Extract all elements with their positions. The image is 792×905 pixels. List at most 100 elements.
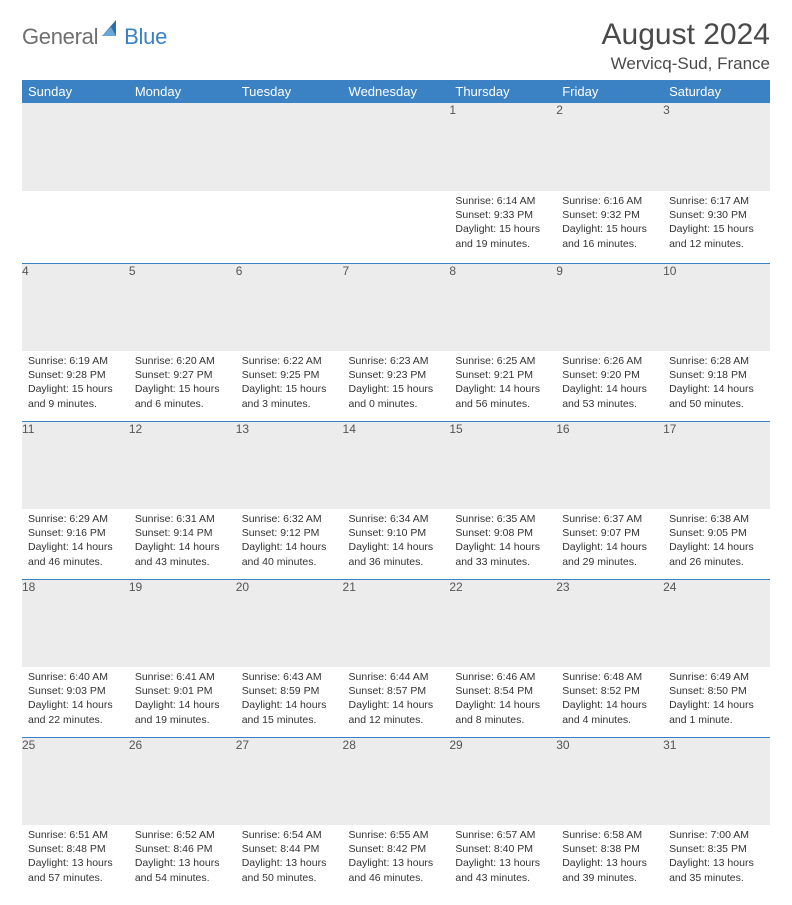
day-cell: Sunrise: 6:26 AMSunset: 9:20 PMDaylight:… xyxy=(556,351,663,421)
day-cell-content: Sunrise: 6:57 AMSunset: 8:40 PMDaylight:… xyxy=(449,825,556,889)
logo-sail-icon xyxy=(102,20,122,43)
calendar-table: SundayMondayTuesdayWednesdayThursdayFrid… xyxy=(22,80,770,895)
sunrise-text: Sunrise: 6:26 AM xyxy=(562,354,657,368)
day-number-cell: 25 xyxy=(22,737,129,825)
sunrise-text: Sunrise: 6:29 AM xyxy=(28,512,123,526)
daylight-text: Daylight: 14 hours and 19 minutes. xyxy=(135,698,230,726)
topbar: General Blue August 2024 Wervicq-Sud, Fr… xyxy=(22,18,770,74)
day-cell: Sunrise: 6:23 AMSunset: 9:23 PMDaylight:… xyxy=(343,351,450,421)
day-cell-content: Sunrise: 6:34 AMSunset: 9:10 PMDaylight:… xyxy=(343,509,450,573)
day-number-cell xyxy=(343,103,450,191)
sunset-text: Sunset: 9:18 PM xyxy=(669,368,764,382)
day-cell-content: Sunrise: 6:40 AMSunset: 9:03 PMDaylight:… xyxy=(22,667,129,731)
day-cell xyxy=(236,191,343,263)
sunset-text: Sunset: 9:12 PM xyxy=(242,526,337,540)
sunset-text: Sunset: 9:03 PM xyxy=(28,684,123,698)
sunrise-text: Sunrise: 7:00 AM xyxy=(669,828,764,842)
sunset-text: Sunset: 8:52 PM xyxy=(562,684,657,698)
day-cell-content: Sunrise: 6:46 AMSunset: 8:54 PMDaylight:… xyxy=(449,667,556,731)
day-cell: Sunrise: 7:00 AMSunset: 8:35 PMDaylight:… xyxy=(663,825,770,895)
day-cell: Sunrise: 6:58 AMSunset: 8:38 PMDaylight:… xyxy=(556,825,663,895)
day-number-cell: 12 xyxy=(129,421,236,509)
day-cell-content: Sunrise: 6:19 AMSunset: 9:28 PMDaylight:… xyxy=(22,351,129,415)
sunrise-text: Sunrise: 6:17 AM xyxy=(669,194,764,208)
sunrise-text: Sunrise: 6:32 AM xyxy=(242,512,337,526)
daylight-text: Daylight: 14 hours and 36 minutes. xyxy=(349,540,444,568)
day-number-cell: 30 xyxy=(556,737,663,825)
day-number-cell xyxy=(129,103,236,191)
weekday-header: Tuesday xyxy=(236,80,343,103)
sunset-text: Sunset: 9:20 PM xyxy=(562,368,657,382)
day-number-cell: 10 xyxy=(663,263,770,351)
day-number-cell xyxy=(22,103,129,191)
day-cell: Sunrise: 6:17 AMSunset: 9:30 PMDaylight:… xyxy=(663,191,770,263)
weekday-header: Wednesday xyxy=(343,80,450,103)
sunset-text: Sunset: 9:30 PM xyxy=(669,208,764,222)
day-cell-content: Sunrise: 6:38 AMSunset: 9:05 PMDaylight:… xyxy=(663,509,770,573)
daylight-text: Daylight: 15 hours and 16 minutes. xyxy=(562,222,657,250)
sunrise-text: Sunrise: 6:31 AM xyxy=(135,512,230,526)
day-cell-content: Sunrise: 6:28 AMSunset: 9:18 PMDaylight:… xyxy=(663,351,770,415)
day-cell: Sunrise: 6:54 AMSunset: 8:44 PMDaylight:… xyxy=(236,825,343,895)
sunset-text: Sunset: 8:54 PM xyxy=(455,684,550,698)
day-number-cell: 19 xyxy=(129,579,236,667)
sunrise-text: Sunrise: 6:19 AM xyxy=(28,354,123,368)
sunset-text: Sunset: 8:40 PM xyxy=(455,842,550,856)
daylight-text: Daylight: 15 hours and 0 minutes. xyxy=(349,382,444,410)
sunset-text: Sunset: 9:01 PM xyxy=(135,684,230,698)
day-number-cell: 14 xyxy=(343,421,450,509)
day-cell-content: Sunrise: 6:23 AMSunset: 9:23 PMDaylight:… xyxy=(343,351,450,415)
calendar-header-row: SundayMondayTuesdayWednesdayThursdayFrid… xyxy=(22,80,770,103)
sunrise-text: Sunrise: 6:57 AM xyxy=(455,828,550,842)
daylight-text: Daylight: 13 hours and 50 minutes. xyxy=(242,856,337,884)
day-cell-content: Sunrise: 6:37 AMSunset: 9:07 PMDaylight:… xyxy=(556,509,663,573)
day-number-cell: 22 xyxy=(449,579,556,667)
day-cell: Sunrise: 6:16 AMSunset: 9:32 PMDaylight:… xyxy=(556,191,663,263)
day-cell: Sunrise: 6:29 AMSunset: 9:16 PMDaylight:… xyxy=(22,509,129,579)
day-number-cell: 26 xyxy=(129,737,236,825)
day-cell: Sunrise: 6:40 AMSunset: 9:03 PMDaylight:… xyxy=(22,667,129,737)
day-cell-content: Sunrise: 6:25 AMSunset: 9:21 PMDaylight:… xyxy=(449,351,556,415)
day-number-cell: 15 xyxy=(449,421,556,509)
daylight-text: Daylight: 14 hours and 15 minutes. xyxy=(242,698,337,726)
sunrise-text: Sunrise: 6:35 AM xyxy=(455,512,550,526)
daylight-text: Daylight: 14 hours and 29 minutes. xyxy=(562,540,657,568)
weekday-header: Monday xyxy=(129,80,236,103)
day-number-cell: 8 xyxy=(449,263,556,351)
day-cell: Sunrise: 6:25 AMSunset: 9:21 PMDaylight:… xyxy=(449,351,556,421)
daylight-text: Daylight: 14 hours and 33 minutes. xyxy=(455,540,550,568)
day-cell: Sunrise: 6:32 AMSunset: 9:12 PMDaylight:… xyxy=(236,509,343,579)
day-cell-content: Sunrise: 6:31 AMSunset: 9:14 PMDaylight:… xyxy=(129,509,236,573)
day-cell-content: Sunrise: 6:49 AMSunset: 8:50 PMDaylight:… xyxy=(663,667,770,731)
weekday-header: Sunday xyxy=(22,80,129,103)
sunrise-text: Sunrise: 6:58 AM xyxy=(562,828,657,842)
sunrise-text: Sunrise: 6:41 AM xyxy=(135,670,230,684)
month-title: August 2024 xyxy=(602,18,770,52)
sunrise-text: Sunrise: 6:38 AM xyxy=(669,512,764,526)
sunset-text: Sunset: 9:05 PM xyxy=(669,526,764,540)
sunset-text: Sunset: 9:27 PM xyxy=(135,368,230,382)
sunrise-text: Sunrise: 6:44 AM xyxy=(349,670,444,684)
day-cell: Sunrise: 6:14 AMSunset: 9:33 PMDaylight:… xyxy=(449,191,556,263)
sunrise-text: Sunrise: 6:23 AM xyxy=(349,354,444,368)
day-number-cell: 11 xyxy=(22,421,129,509)
daylight-text: Daylight: 14 hours and 53 minutes. xyxy=(562,382,657,410)
weekday-header: Saturday xyxy=(663,80,770,103)
day-number-cell: 29 xyxy=(449,737,556,825)
sunset-text: Sunset: 9:08 PM xyxy=(455,526,550,540)
daylight-text: Daylight: 13 hours and 54 minutes. xyxy=(135,856,230,884)
daylight-text: Daylight: 15 hours and 19 minutes. xyxy=(455,222,550,250)
daylight-text: Daylight: 14 hours and 12 minutes. xyxy=(349,698,444,726)
day-number-cell: 3 xyxy=(663,103,770,191)
daylight-text: Daylight: 15 hours and 9 minutes. xyxy=(28,382,123,410)
day-cell-content: Sunrise: 6:29 AMSunset: 9:16 PMDaylight:… xyxy=(22,509,129,573)
sunrise-text: Sunrise: 6:49 AM xyxy=(669,670,764,684)
sunset-text: Sunset: 9:21 PM xyxy=(455,368,550,382)
daylight-text: Daylight: 14 hours and 46 minutes. xyxy=(28,540,123,568)
day-cell-content: Sunrise: 6:55 AMSunset: 8:42 PMDaylight:… xyxy=(343,825,450,889)
sunrise-text: Sunrise: 6:28 AM xyxy=(669,354,764,368)
day-cell xyxy=(343,191,450,263)
day-cell-content: Sunrise: 6:48 AMSunset: 8:52 PMDaylight:… xyxy=(556,667,663,731)
daylight-text: Daylight: 14 hours and 4 minutes. xyxy=(562,698,657,726)
day-cell: Sunrise: 6:55 AMSunset: 8:42 PMDaylight:… xyxy=(343,825,450,895)
